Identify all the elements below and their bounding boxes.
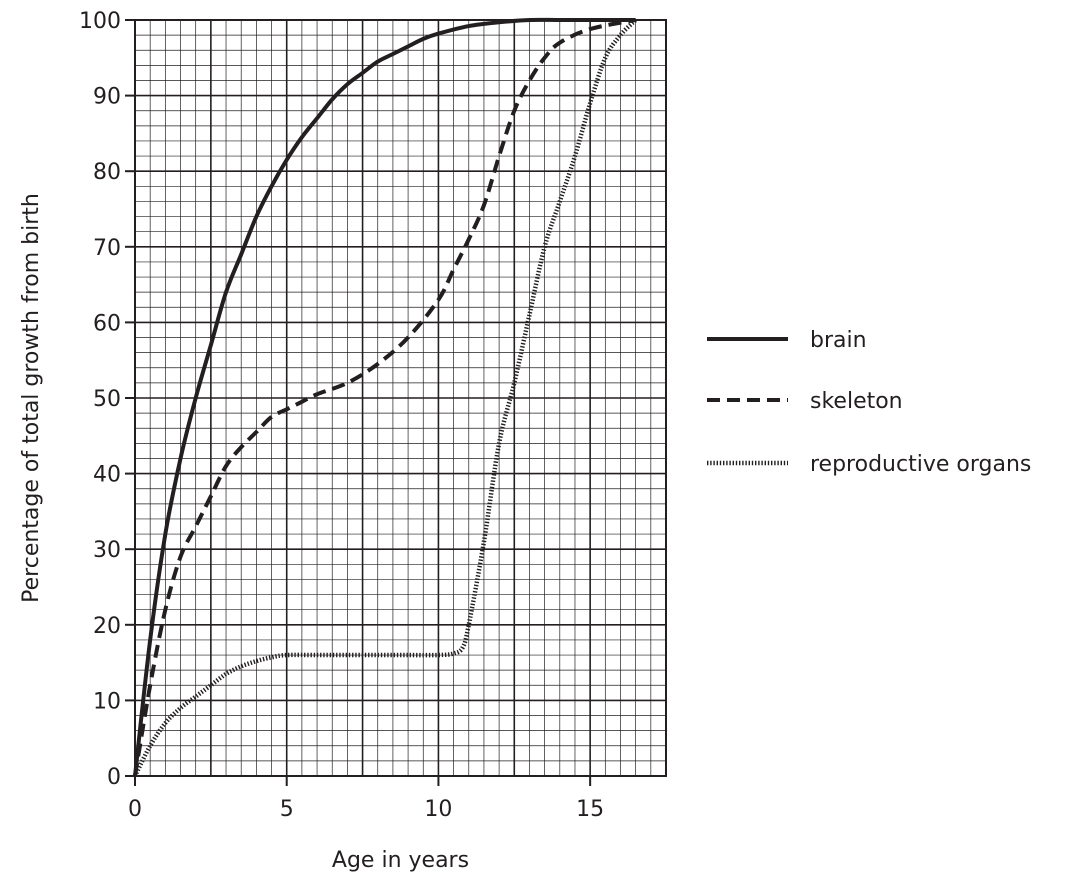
y-tick-label: 70 [93, 236, 121, 261]
x-tick-label: 5 [280, 797, 294, 822]
y-tick-label: 20 [93, 614, 121, 639]
series-lines [132, 17, 638, 778]
series-line-reproductive-organs [132, 18, 638, 778]
y-tick-label: 30 [93, 538, 121, 563]
y-tick-label: 40 [93, 463, 121, 488]
x-tick-label: 10 [424, 797, 452, 822]
y-tick-label: 100 [79, 9, 121, 34]
x-tick-label: 15 [576, 797, 604, 822]
legend-label-reproductive-organs: reproductive organs [810, 452, 1031, 477]
y-axis-title: Percentage of total growth from birth [19, 193, 44, 603]
y-tick-label: 60 [93, 311, 121, 336]
legend: brain skeleton reproductive organs [707, 328, 1031, 477]
y-tick-label: 50 [93, 387, 121, 412]
x-tick-label: 0 [128, 797, 142, 822]
legend-label-skeleton: skeleton [810, 389, 903, 414]
x-axis-title: Age in years [332, 848, 469, 873]
y-tick-label: 80 [93, 160, 121, 185]
legend-label-brain: brain [810, 328, 867, 353]
series-line-brain [133, 17, 636, 777]
series-line-skeleton [133, 18, 637, 777]
y-tick-label: 10 [93, 689, 121, 714]
y-tick-label: 90 [93, 85, 121, 110]
x-axis-ticks: 0 5 10 15 [128, 776, 604, 822]
y-axis-ticks: 0 10 20 30 40 50 60 70 80 90 100 [79, 9, 135, 790]
y-tick-label: 0 [107, 765, 121, 790]
grid [134, 19, 667, 777]
